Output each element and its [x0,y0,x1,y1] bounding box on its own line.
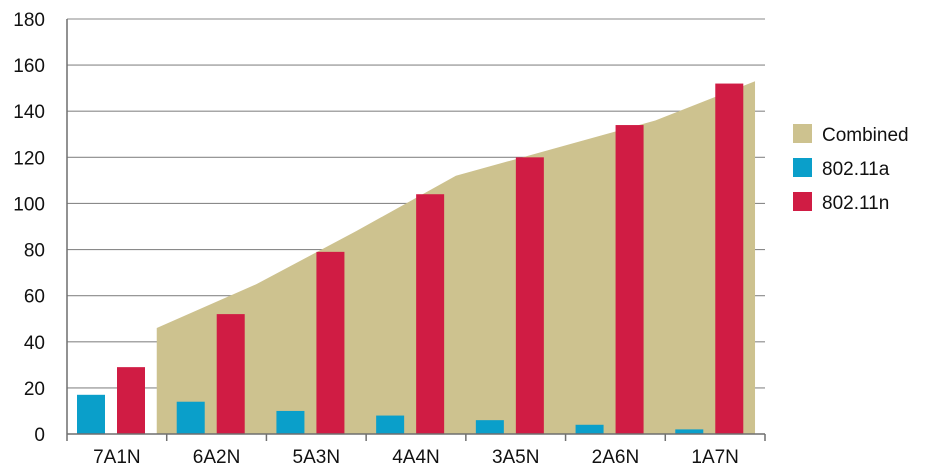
bar-802-11n-2a6n [615,125,644,435]
y-tick-label: 180 [13,10,45,31]
x-tick-label: 3A5N [492,447,540,468]
bar-802-11n-4a4n [416,194,445,434]
x-tick-label: 5A3N [293,447,341,468]
bar-802-11n-6a2n [216,314,245,434]
y-tick-label: 60 [24,287,45,308]
y-tick-label: 80 [24,241,45,262]
legend-label-802-11n: 802.11n [822,193,889,214]
bar-802-11a-5a3n [276,410,305,434]
bar-layer [77,83,744,435]
y-tick-label: 40 [24,333,45,354]
legend-swatch-802-11a [793,158,812,177]
bar-802-11n-3a5n [515,157,544,435]
bar-802-11a-7a1n [77,394,105,434]
axis-layer [66,19,766,441]
x-tick-label: 7A1N [93,447,141,468]
x-tick-label: 6A2N [193,447,241,468]
x-tick-label: 1A7N [691,447,739,468]
y-tick-label: 20 [24,379,45,400]
y-tick-label: 120 [13,148,45,169]
y-tick-label: 140 [13,102,45,123]
x-tick-label: 2A6N [592,447,640,468]
bar-802-11a-6a2n [176,401,205,434]
legend-layer: Combined 802.11a 802.11n [793,124,909,214]
bar-802-11n-5a3n [316,251,345,434]
bar-802-11a-4a4n [376,415,405,434]
legend-swatch-802-11n [793,192,812,211]
legend-label-802-11a: 802.11a [822,159,890,180]
bar-802-11n-1a7n [715,83,744,435]
x-tick-label: 4A4N [392,447,440,468]
bar-802-11a-2a6n [575,424,604,434]
legend-swatch-combined [793,124,812,143]
bar-802-11n-7a1n [117,367,145,434]
area-combined [156,81,756,434]
y-tick-label: 100 [13,194,45,215]
bar-802-11a-3a5n [475,420,504,434]
label-layer: 0 20 40 60 80 100 120 140 160 180 7A1N 6A2N 5A3N 4A4N… [13,10,739,468]
legend-label-combined: Combined [822,125,909,146]
area-layer [156,81,756,434]
bar-802-11a-1a7n [675,429,704,434]
y-tick-label: 0 [34,425,45,446]
y-tick-label: 160 [13,56,45,77]
